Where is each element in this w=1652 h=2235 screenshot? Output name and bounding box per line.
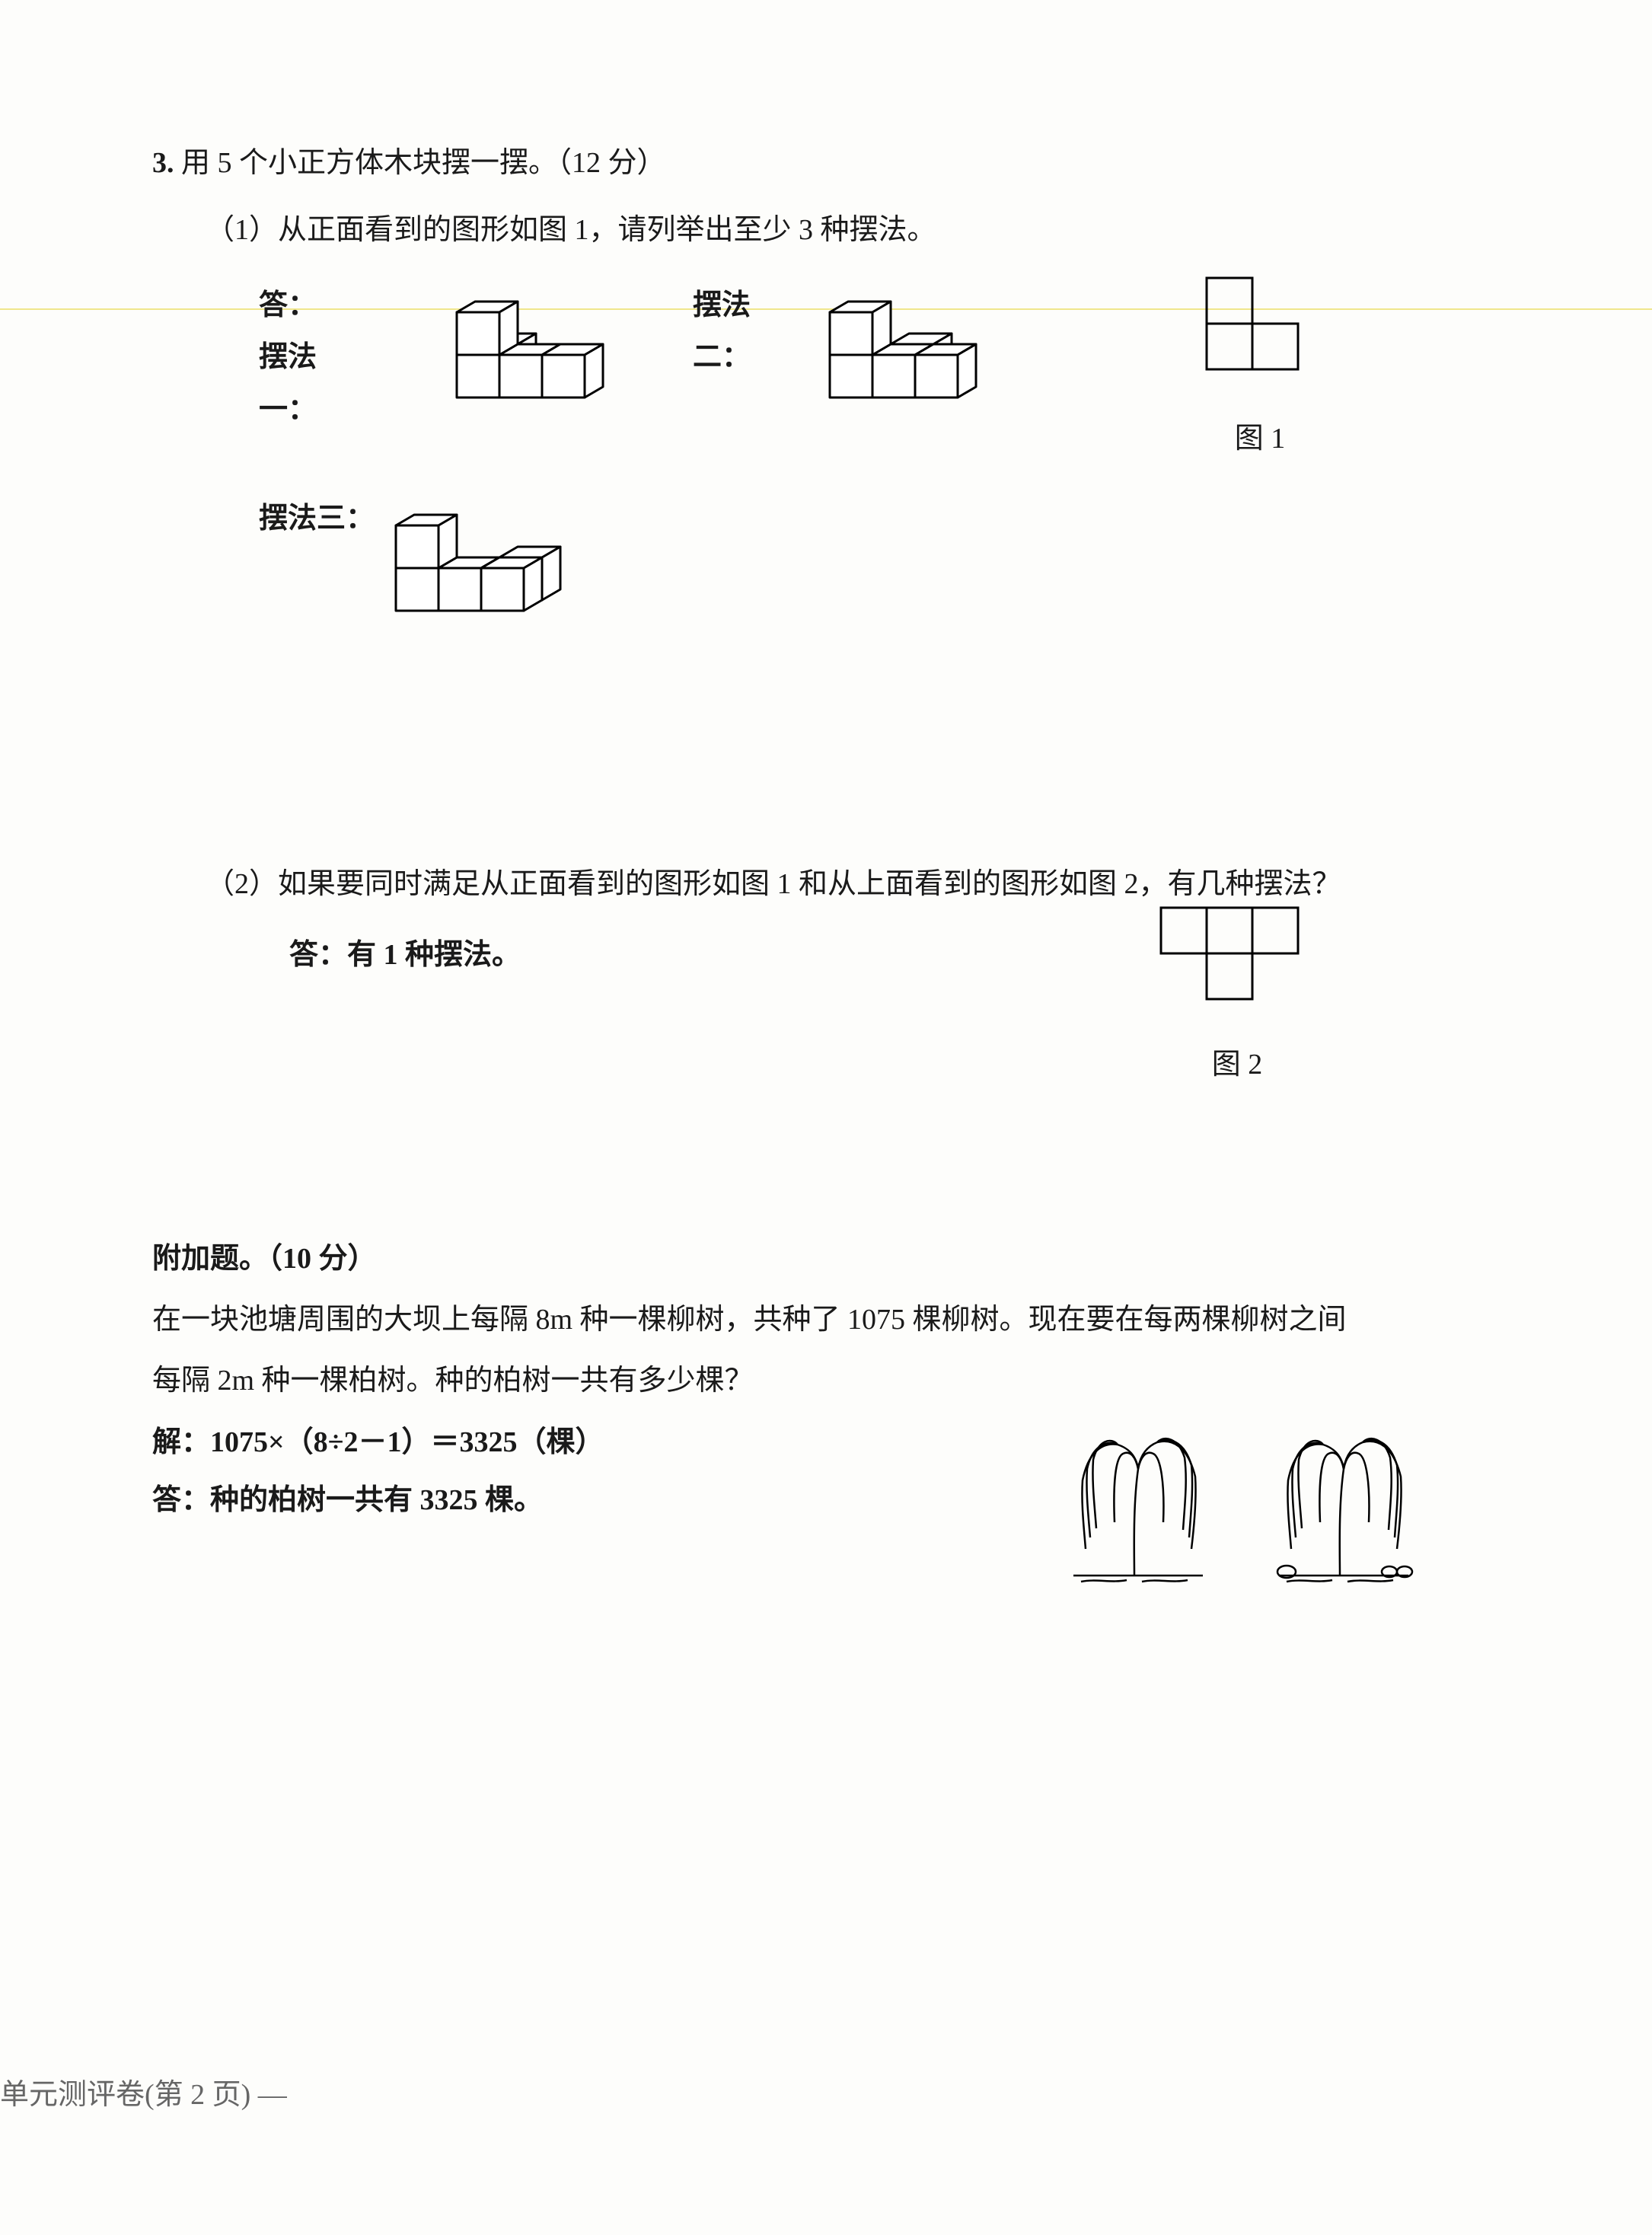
figure-1: 图 1 <box>1203 274 1317 465</box>
page-footer: 单元测评卷(第 2 页) — <box>0 2069 287 2121</box>
method3-label: 摆法三： <box>259 493 375 544</box>
figure-2: 图 2 <box>1157 904 1317 1091</box>
method2-diagram <box>807 268 1020 428</box>
extra-line2: 每隔 2m 种一棵柏树。种的柏树一共有多少棵？ <box>152 1355 1515 1406</box>
extra-question: 附加题。（10 分） 在一块池塘周围的大坝上每隔 8m 种一棵柳树，共种了 10… <box>152 1233 1515 1527</box>
extra-line1: 在一块池塘周围的大坝上每隔 8m 种一棵柳树，共种了 1075 棵柳树。现在要在… <box>152 1294 1515 1346</box>
method1-label-text: 摆法一： <box>259 341 317 425</box>
method3-diagram <box>373 481 586 641</box>
q3-part1-answers: 答： 摆法一： 摆法二： <box>259 279 1515 493</box>
q3-part2-answer: 答：有 1 种摆法。 <box>289 929 1515 981</box>
figure-1-grid <box>1203 274 1317 381</box>
q3-title: 3. 用 5 个小正方体木块摆一摆。（12 分） <box>152 137 1515 189</box>
question-3: 3. 用 5 个小正方体木块摆一摆。（12 分） （1）从正面看到的图形如图 1… <box>152 137 1515 982</box>
trees-illustration <box>1028 1416 1439 1591</box>
extra-title: 附加题。（10 分） <box>152 1233 1515 1285</box>
q3-part1-sub: （1）从正面看到的图形如图 1，请列举出至少 3 种摆法。 <box>206 204 1515 256</box>
answer-prefix: 答： <box>259 289 317 321</box>
q3-part2: （2）如果要同时满足从正面看到的图形如图 1 和从上面看到的图形如图 2，有几种… <box>152 858 1515 982</box>
q3-title-text: 用 5 个小正方体木块摆一摆。（12 分） <box>181 147 666 179</box>
method3-block: 摆法三： <box>213 493 1515 660</box>
figure-1-caption: 图 1 <box>1203 413 1317 465</box>
q3-part2-sub: （2）如果要同时满足从正面看到的图形如图 1 和从上面看到的图形如图 2，有几种… <box>206 858 1515 910</box>
method2-label: 摆法二： <box>693 279 751 384</box>
method1-label: 答： 摆法一： <box>259 279 317 436</box>
method1-diagram <box>434 268 632 420</box>
figure-2-caption: 图 2 <box>1157 1039 1317 1090</box>
figure-2-grid <box>1157 904 1317 1011</box>
q3-number: 3. <box>152 147 174 179</box>
